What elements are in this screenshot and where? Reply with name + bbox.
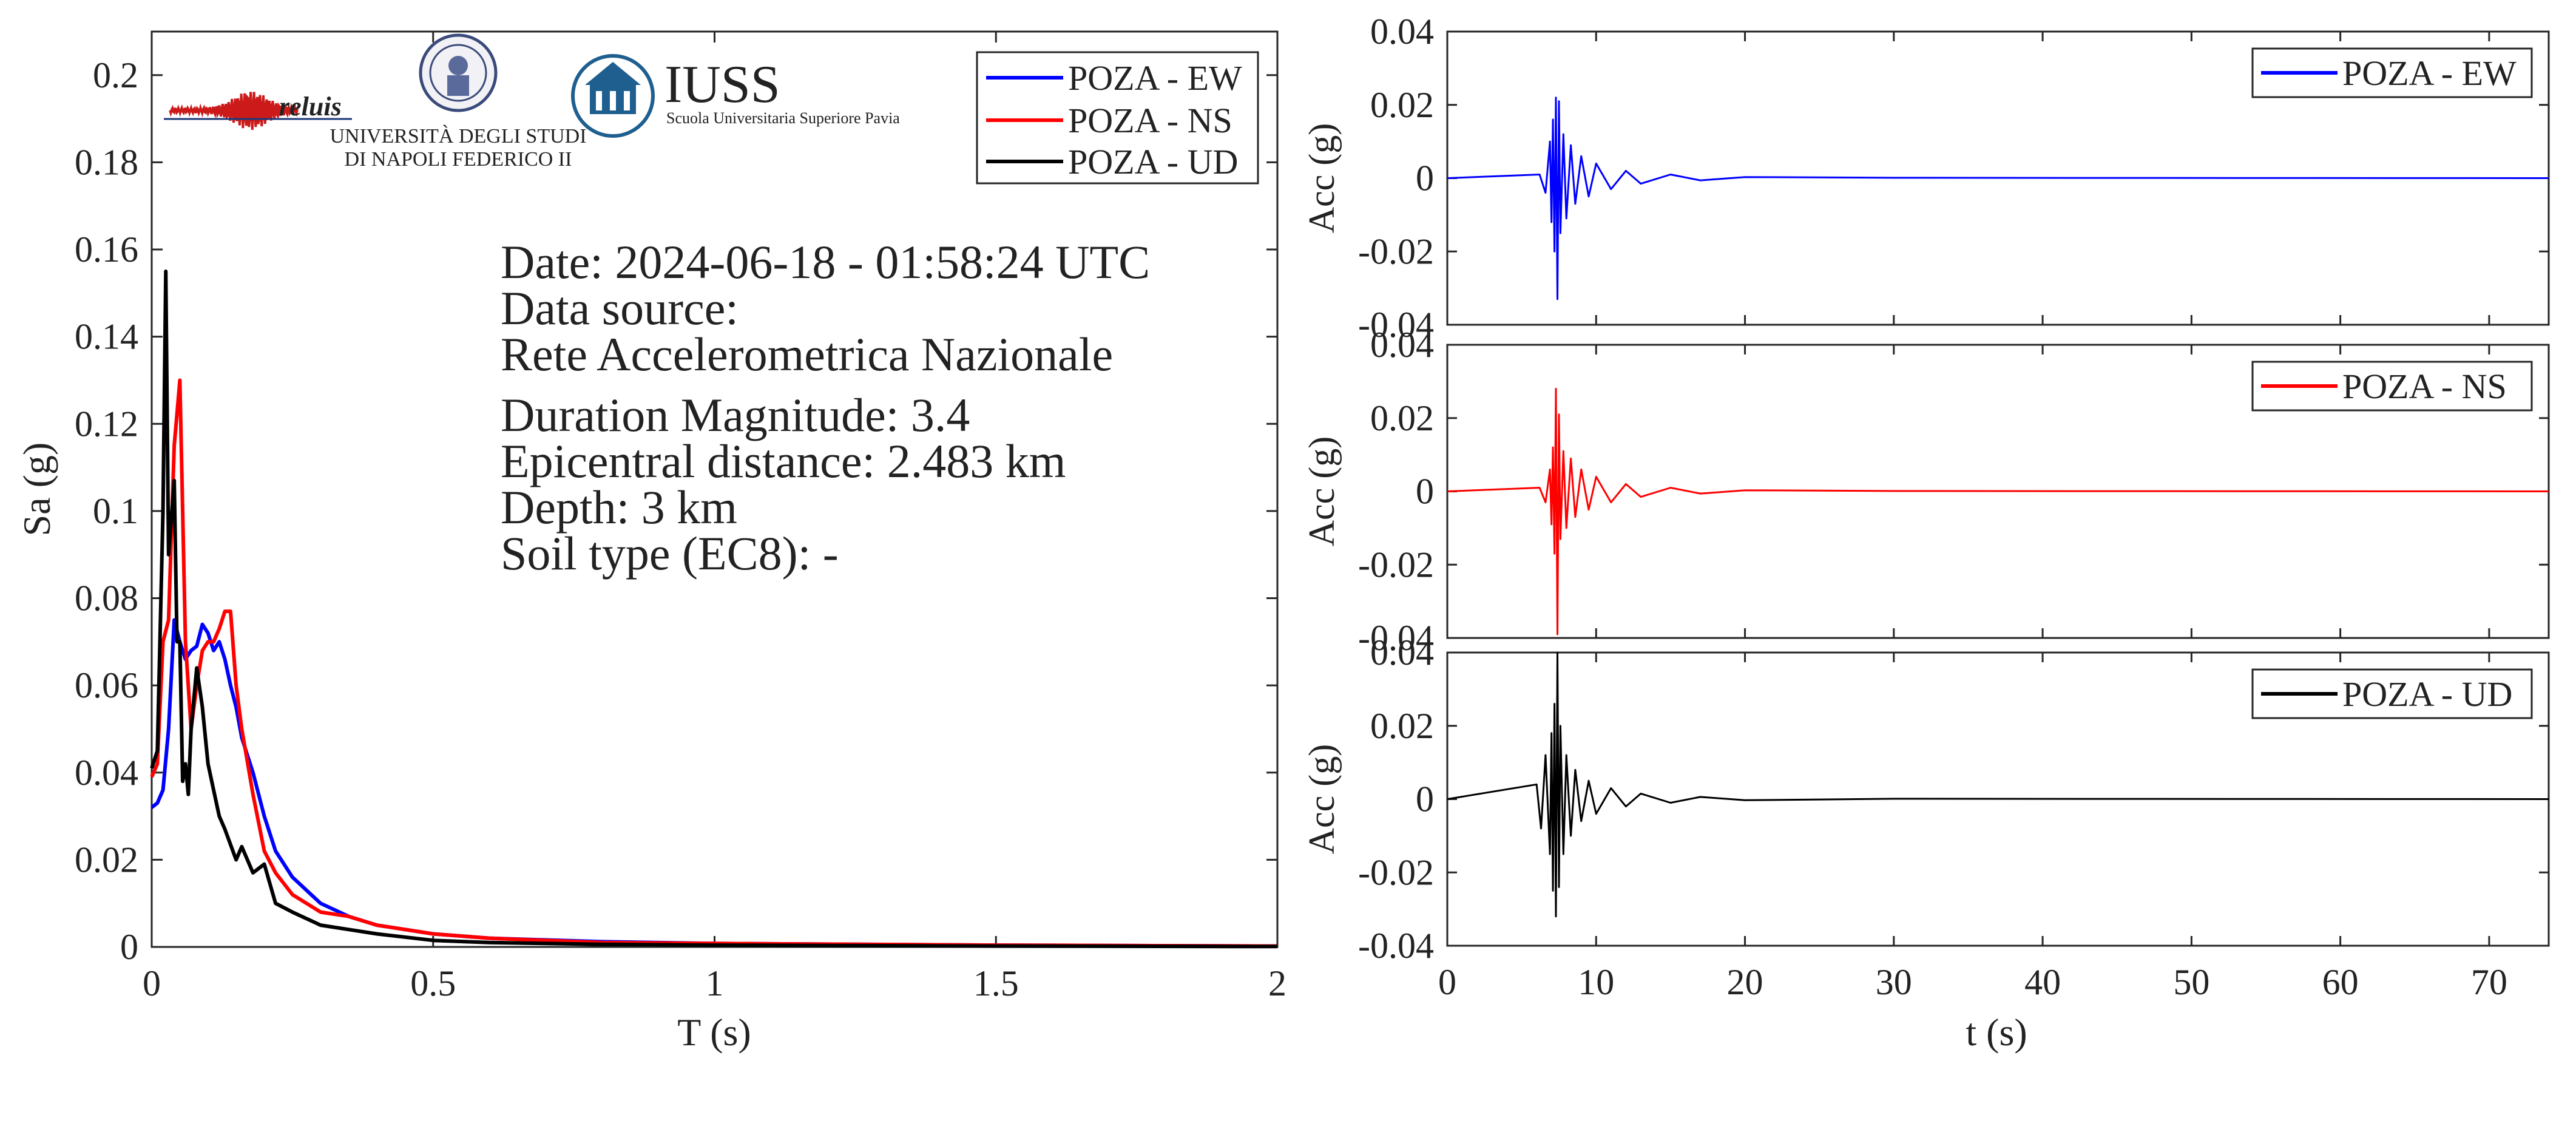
spectrum-y-tick-label: 0.14	[75, 317, 138, 357]
accel-panel-ew: -0.04 -0.02 0 0.02 0.04 Acc (g) POZA - EW	[1302, 12, 2550, 345]
spectrum-y-tick-label: 0.02	[75, 839, 138, 880]
event-date: Date: 2024-06-18 - 01:58:24 UTC	[501, 236, 1150, 288]
reluis-logo: reluis	[164, 92, 352, 130]
spectrum-y-tick-label: 0.18	[75, 142, 138, 182]
event-info: Date: 2024-06-18 - 01:58:24 UTC Data sou…	[501, 236, 1150, 580]
accel-y-tick-label: 0.02	[1370, 85, 1434, 125]
accel-line-ew	[1447, 97, 2549, 300]
accel-y-tick-label: 0	[1416, 472, 1434, 512]
spectrum-line-poza-ud	[150, 270, 1278, 949]
iuss-logo-subtitle: Scuola Universitaria Superiore Pavia	[666, 109, 900, 127]
accel-legend-label-ew: POZA - EW	[2342, 53, 2517, 93]
event-depth: Depth: 3 km	[501, 481, 737, 534]
accel-legend-label-ud: POZA - UD	[2342, 674, 2512, 714]
spectrum-x-tick-label: 2	[1268, 963, 1286, 1003]
duration-magnitude: Duration Magnitude: 3.4	[501, 388, 970, 441]
accel-y-tick-label: -0.04	[1358, 305, 1434, 345]
spectrum-x-tick-label: 0	[143, 963, 161, 1003]
accel-panel-ns: -0.04 -0.02 0 0.02 0.04 Acc (g) POZA - NS	[1302, 325, 2550, 658]
accel-x-tick-label: 50	[2173, 962, 2209, 1002]
accel-x-tick-label: 60	[2322, 962, 2359, 1002]
reluis-logo-text: reluis	[279, 92, 342, 121]
spectrum-x-tick-label: 1	[706, 963, 724, 1003]
accel-y-tick-label: 0	[1416, 779, 1434, 819]
accel-y-tick-label: -0.02	[1358, 231, 1434, 271]
accel-y-label: Acc (g)	[1302, 436, 1342, 547]
accel-x-tick-label: 30	[1876, 962, 1912, 1002]
accel-y-tick-label: 0	[1416, 158, 1434, 198]
spectrum-y-tick-label: 0.04	[75, 753, 138, 793]
response-spectrum-chart: 0 0.5 1 1.5 2 0 0.02 0.04 0.06 0.08 0.1 0.12 0.14 0.1…	[15, 30, 1286, 1054]
accel-line-ns	[1447, 387, 2549, 636]
accel-panel-ud: -0.04 -0.02 0 0.02 0.04 Acc (g) POZA - UD 0 10 20…	[1302, 633, 2550, 1002]
data-source-label: Data source:	[501, 282, 739, 334]
legend-label-ew: POZA - EW	[1068, 58, 1242, 98]
spectrum-y-tick-label: 0.16	[75, 229, 138, 270]
spectrum-y-tick-label: 0.1	[93, 491, 138, 531]
spectrum-y-tick-label: 0.06	[75, 665, 138, 705]
spectrum-y-label: Sa (g)	[15, 443, 58, 537]
spectrum-y-tick-label: 0.2	[93, 55, 138, 95]
spectrum-x-label: T (s)	[677, 1011, 751, 1054]
unina-logo: UNIVERSITÀ DEGLI STUDI DI NAPOLI FEDERIC…	[330, 33, 587, 171]
soil-type: Soil type (EC8): -	[501, 527, 839, 580]
unina-logo-line2: DI NAPOLI FEDERICO II	[345, 148, 572, 171]
epicentral-distance: Epicentral distance: 2.483 km	[501, 435, 1066, 487]
unina-logo-line1: UNIVERSITÀ DEGLI STUDI	[330, 125, 586, 148]
accel-x-label: t (s)	[1966, 1011, 2027, 1054]
data-source-value: Rete Accelerometrica Nazionale	[501, 328, 1113, 381]
iuss-logo-title: IUSS	[664, 55, 780, 114]
accel-y-tick-label: 0.02	[1370, 706, 1434, 746]
accel-y-label: Acc (g)	[1302, 744, 1342, 855]
accel-y-tick-label: -0.04	[1358, 926, 1434, 966]
spectrum-legend: POZA - EW POZA - NS POZA - UD	[976, 51, 1259, 185]
iuss-logo: IUSS Scuola Universitaria Superiore Pavi…	[571, 54, 900, 138]
accel-x-tick-label: 20	[1727, 962, 1763, 1002]
accel-x-tick-label: 70	[2471, 962, 2507, 1002]
legend-label-ns: POZA - NS	[1068, 101, 1232, 140]
accel-y-tick-label: 0.04	[1370, 325, 1434, 365]
accel-x-tick-label: 0	[1438, 962, 1456, 1002]
spectrum-x-tick-label: 1.5	[973, 963, 1019, 1003]
legend-label-ud: POZA - UD	[1068, 142, 1238, 181]
spectrum-line-poza-ns	[150, 378, 1278, 948]
spectrum-y-tick-label: 0.12	[75, 404, 138, 444]
accel-x-tick-label: 10	[1578, 962, 1614, 1002]
accel-y-tick-label: 0.04	[1370, 633, 1434, 673]
accel-y-tick-label: -0.04	[1358, 618, 1434, 658]
spectrum-y-tick-label: 0	[120, 927, 138, 967]
spectrum-y-tick-label: 0.08	[75, 578, 138, 619]
accel-x-tick-label: 40	[2024, 962, 2061, 1002]
accel-y-tick-label: -0.02	[1358, 852, 1434, 892]
accel-y-tick-label: -0.02	[1358, 544, 1434, 585]
accel-line-ud	[1447, 651, 2549, 918]
accel-y-label: Acc (g)	[1302, 123, 1342, 234]
accel-y-tick-label: 0.04	[1370, 12, 1434, 52]
spectrum-x-tick-label: 0.5	[410, 963, 456, 1003]
accel-legend-label-ns: POZA - NS	[2342, 367, 2507, 406]
accel-y-tick-label: 0.02	[1370, 398, 1434, 438]
